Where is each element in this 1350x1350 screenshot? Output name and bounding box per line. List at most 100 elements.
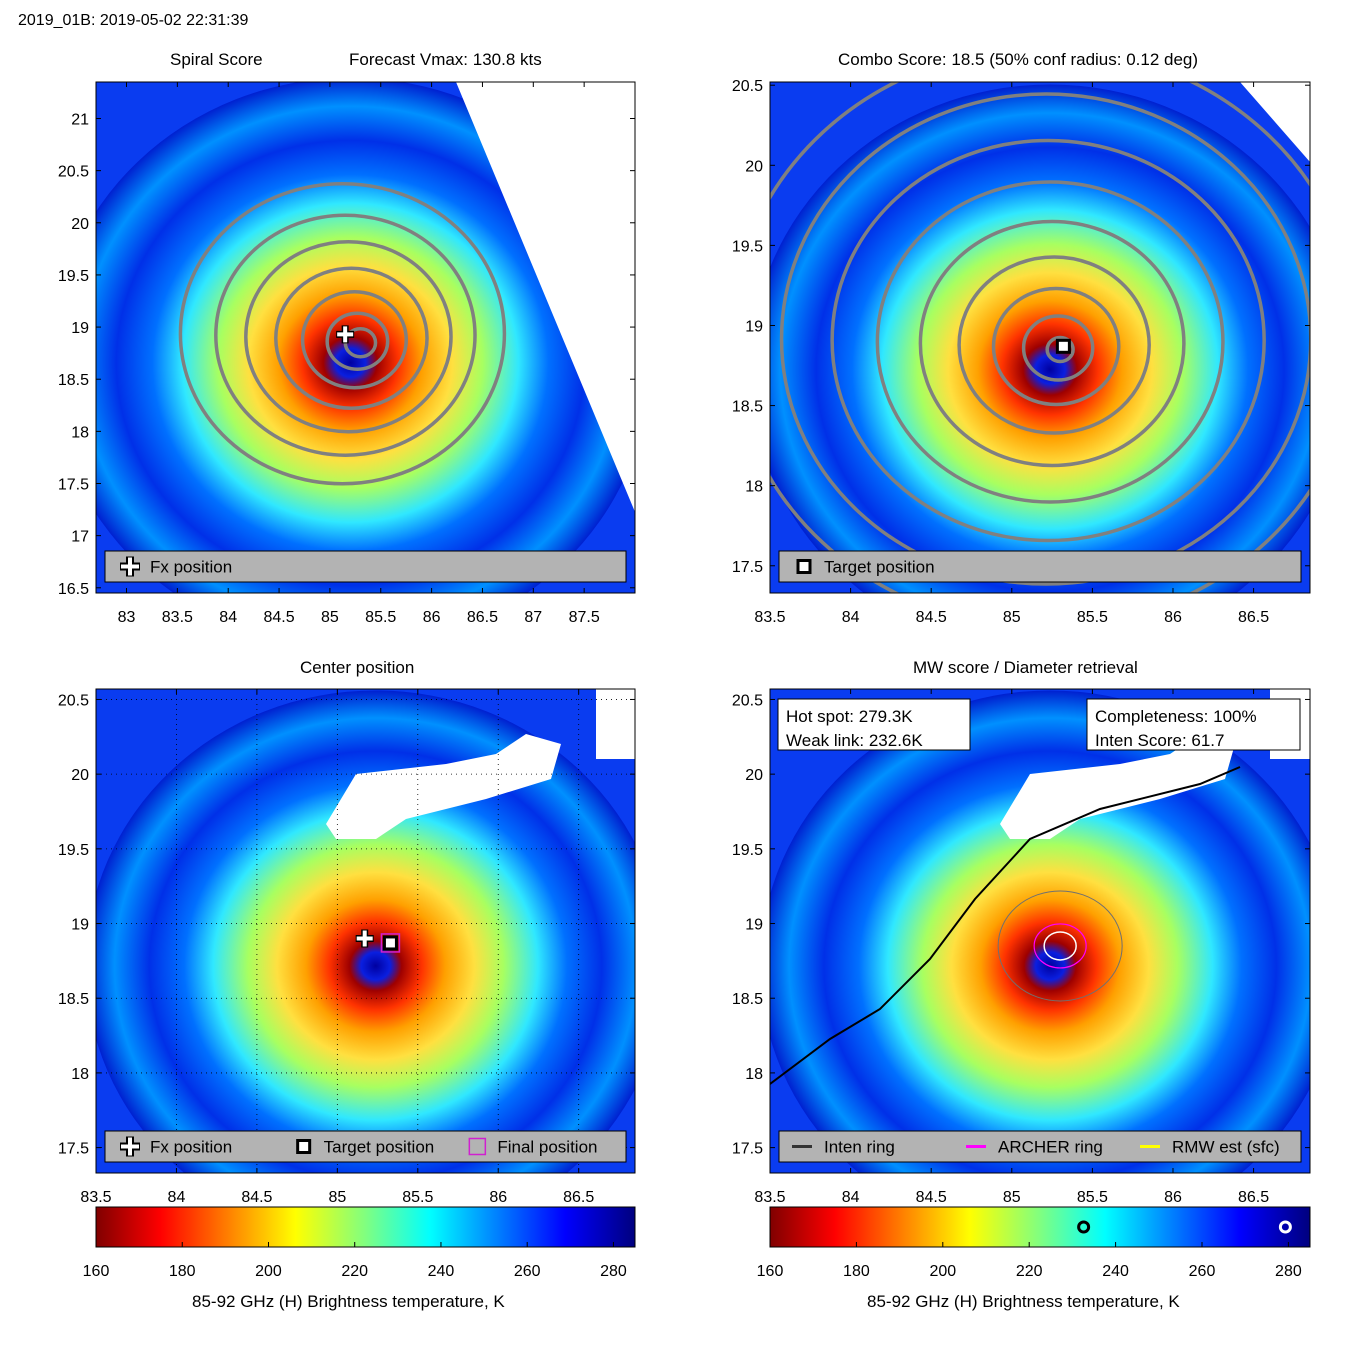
- page-header-title: 2019_01B: 2019-05-02 22:31:39: [18, 12, 249, 29]
- combo-panel: 83.5 84 84.5 85 85.5 86 86.5 17.5 18 18.5 19 19.5 20…: [732, 78, 1311, 626]
- center-legend-target-icon: [296, 1139, 312, 1154]
- mw-ytick-label: 18: [745, 1066, 763, 1083]
- mw-xtick-label: 86: [1164, 1189, 1182, 1206]
- mw-heatmap: [770, 689, 1310, 1173]
- mw-axes-frame: [769, 688, 1311, 1174]
- mw-completeness-text: Completeness: 100%: [1095, 707, 1257, 726]
- mw-archer-ring: [1033, 923, 1087, 969]
- spiral-title-left: Spiral Score: [170, 50, 263, 69]
- combo-contour: [830, 138, 1266, 543]
- combo-axes-frame: [769, 81, 1311, 594]
- spiral-ytick-label: 19: [71, 320, 89, 337]
- center-xtick-label: 84: [168, 1189, 186, 1206]
- center-ytick-label: 19: [71, 917, 89, 934]
- mw-island: [1000, 734, 1235, 839]
- spiral-xtick-label: 85.5: [365, 609, 396, 626]
- center-legend: [104, 1130, 627, 1163]
- colorbar-left-bar: [95, 1206, 636, 1248]
- combo-xtick-label: 85: [1003, 609, 1021, 626]
- combo-xtick-label: 85.5: [1077, 609, 1108, 626]
- mw-ytick-label: 19: [745, 917, 763, 934]
- colorbar-marker: [1077, 1220, 1091, 1234]
- center-panel: 83.5 84 84.5 85 85.5 86 86.5 17.5 18 18.5 19 19.5 20…: [58, 688, 636, 1206]
- mw-xtick-label: 84: [842, 1189, 860, 1206]
- colorbar-tick-label: 180: [843, 1263, 870, 1280]
- center-target-marker: [382, 935, 398, 951]
- colorbar-tick-label: 200: [255, 1263, 282, 1280]
- mw-panel: 83.5 84 84.5 85 85.5 86 86.5 17.5 18 18.5 19 19.5 20…: [732, 688, 1311, 1206]
- spiral-heatmap: [96, 82, 635, 593]
- colorbar-tick-label: 160: [83, 1263, 110, 1280]
- colorbar-tick-label: 260: [1189, 1263, 1216, 1280]
- combo-target-marker: [1055, 338, 1071, 354]
- center-title: Center position: [300, 658, 415, 677]
- spiral-xtick-label: 86: [423, 609, 441, 626]
- mw-xtick-label: 85.5: [1077, 1189, 1108, 1206]
- combo-xtick-label: 83.5: [754, 609, 785, 626]
- spiral-xtick-label: 83.5: [162, 609, 193, 626]
- combo-ytick-label: 17.5: [732, 559, 763, 576]
- spiral-xtick-label: 85: [321, 609, 339, 626]
- mw-hotspot-text: Hot spot: 279.3K: [786, 707, 913, 726]
- combo-swath-edge: [1240, 82, 1310, 162]
- spiral-title-right: Forecast Vmax: 130.8 kts: [349, 50, 542, 69]
- center-nodata-corner: [596, 689, 635, 759]
- combo-legend: [778, 550, 1302, 583]
- combo-legend-target-icon: [796, 559, 812, 574]
- combo-heatmap: [770, 82, 1310, 593]
- center-legend-label: Fx position: [150, 1138, 232, 1157]
- spiral-ytick-label: 18.5: [58, 372, 89, 389]
- combo-legend-label: Target position: [824, 558, 935, 577]
- center-fx-marker: [356, 930, 373, 947]
- combo-contour: [1045, 335, 1075, 364]
- center-legend-fx-icon: [121, 1137, 139, 1156]
- combo-xtick-label: 84: [842, 609, 860, 626]
- center-legend-label: Final position: [497, 1138, 597, 1157]
- colorbar-tick-label: 280: [1275, 1263, 1302, 1280]
- center-xtick-label: 84.5: [241, 1189, 272, 1206]
- mw-ytick-label: 17.5: [732, 1141, 763, 1158]
- combo-contour: [957, 255, 1151, 435]
- colorbar-tick-label: 240: [428, 1263, 455, 1280]
- spiral-contour: [244, 239, 453, 434]
- mw-xtick-label: 86.5: [1238, 1189, 1269, 1206]
- spiral-contour: [274, 266, 429, 410]
- mw-legend: [778, 1130, 1302, 1163]
- center-ytick-label: 18.5: [58, 991, 89, 1008]
- spiral-ytick-label: 16.5: [58, 581, 89, 598]
- colorbar-tick-label: 220: [1016, 1263, 1043, 1280]
- spiral-panel: 83 83.5 84 84.5 85 85.5 86 86.5 87 87.5 16.5 17 17.5…: [58, 81, 636, 626]
- combo-ytick-label: 20: [745, 158, 763, 175]
- mw-hotspot-text: Weak link: 232.6K: [786, 731, 923, 750]
- spiral-ytick-label: 20: [71, 216, 89, 233]
- spiral-legend-fx-icon: [121, 557, 139, 576]
- spiral-ytick-label: 17: [71, 529, 89, 546]
- spiral-legend-label: Fx position: [150, 558, 232, 577]
- mw-ytick-label: 18.5: [732, 991, 763, 1008]
- combo-ytick-label: 20.5: [732, 78, 763, 95]
- mw-completeness-text: Inten Score: 61.7: [1095, 731, 1224, 750]
- combo-contour: [779, 92, 1310, 586]
- spiral-contour: [214, 213, 477, 457]
- combo-xtick-label: 84.5: [916, 609, 947, 626]
- mw-hotspot-box: [777, 698, 971, 751]
- spiral-swath-edge: [456, 82, 635, 512]
- combo-ytick-label: 19: [745, 318, 763, 335]
- colorbar-right-bar: [769, 1206, 1311, 1248]
- spiral-xtick-label: 83: [118, 609, 136, 626]
- center-xtick-label: 83.5: [80, 1189, 111, 1206]
- mw-xtick-label: 84.5: [916, 1189, 947, 1206]
- spiral-ytick-label: 21: [71, 112, 89, 129]
- colorbar-tick-label: 180: [169, 1263, 196, 1280]
- combo-contour: [991, 286, 1121, 407]
- colorbar-tick-label: 280: [600, 1263, 627, 1280]
- mw-ytick-label: 20: [745, 767, 763, 784]
- spiral-contour: [325, 311, 390, 371]
- mw-legend-label: Inten ring: [824, 1138, 895, 1157]
- center-island: [326, 734, 561, 839]
- spiral-xtick-label: 87.5: [569, 609, 600, 626]
- spiral-xtick-label: 86.5: [467, 609, 498, 626]
- combo-contour: [1021, 314, 1095, 382]
- spiral-storm-field: [96, 82, 635, 593]
- mw-completeness-box: [1086, 698, 1301, 751]
